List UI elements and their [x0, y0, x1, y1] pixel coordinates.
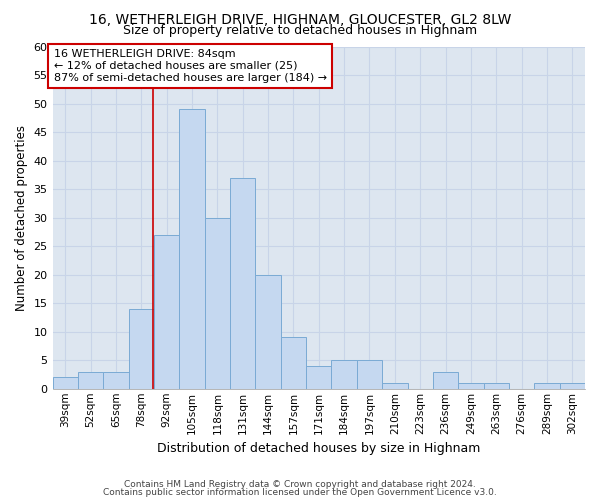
Bar [281, 338, 306, 389]
Y-axis label: Number of detached properties: Number of detached properties [15, 124, 28, 310]
Bar [205, 218, 230, 389]
Bar [230, 178, 256, 389]
Bar [484, 383, 509, 389]
Bar [128, 309, 154, 389]
Bar [154, 234, 179, 389]
Bar [331, 360, 357, 389]
Bar [433, 372, 458, 389]
Text: 16, WETHERLEIGH DRIVE, HIGHNAM, GLOUCESTER, GL2 8LW: 16, WETHERLEIGH DRIVE, HIGHNAM, GLOUCEST… [89, 12, 511, 26]
Bar [179, 109, 205, 389]
Bar [458, 383, 484, 389]
Bar [534, 383, 560, 389]
Bar [103, 372, 128, 389]
Text: Contains public sector information licensed under the Open Government Licence v3: Contains public sector information licen… [103, 488, 497, 497]
Bar [306, 366, 331, 389]
Bar [78, 372, 103, 389]
Bar [382, 383, 407, 389]
Text: Contains HM Land Registry data © Crown copyright and database right 2024.: Contains HM Land Registry data © Crown c… [124, 480, 476, 489]
X-axis label: Distribution of detached houses by size in Highnam: Distribution of detached houses by size … [157, 442, 481, 455]
Text: Size of property relative to detached houses in Highnam: Size of property relative to detached ho… [123, 24, 477, 37]
Bar [357, 360, 382, 389]
Bar [560, 383, 585, 389]
Bar [53, 378, 78, 389]
Bar [256, 274, 281, 389]
Text: 16 WETHERLEIGH DRIVE: 84sqm
← 12% of detached houses are smaller (25)
87% of sem: 16 WETHERLEIGH DRIVE: 84sqm ← 12% of det… [53, 50, 326, 82]
